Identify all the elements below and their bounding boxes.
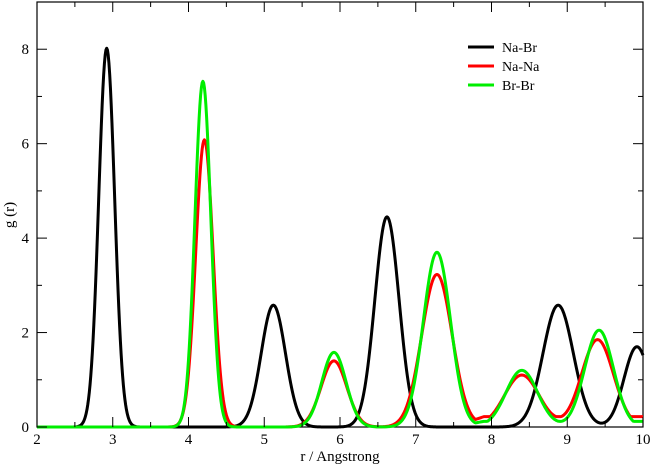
x-tick-label: 7: [412, 432, 420, 448]
y-tick-label: 4: [22, 231, 30, 247]
series-line-br-br: [36, 79, 644, 429]
x-tick-label: 6: [336, 432, 344, 448]
y-tick-label: 8: [22, 42, 30, 58]
legend-label: Na-Na: [502, 60, 540, 75]
series-line-na-na: [36, 138, 644, 429]
x-tick-label: 5: [261, 432, 269, 448]
x-axis-ticks: 2 3 4 5 6 7 8 9 10: [33, 2, 651, 448]
series-layer: [36, 46, 645, 429]
y-tick-label: 2: [22, 326, 30, 342]
x-tick-label: 10: [636, 432, 651, 448]
y-tick-label: 0: [22, 420, 30, 436]
x-tick-label: 2: [33, 432, 41, 448]
legend: Na-Br Na-Na Br-Br: [468, 41, 540, 94]
y-tick-label: 6: [22, 137, 30, 153]
legend-label: Na-Br: [502, 41, 537, 56]
x-tick-label: 3: [109, 432, 117, 448]
x-tick-label: 9: [564, 432, 572, 448]
y-axis-label: g (r): [2, 202, 18, 228]
x-tick-label: 4: [185, 432, 193, 448]
legend-label: Br-Br: [502, 79, 535, 94]
y-axis-ticks: 0 2 4 6 8: [22, 42, 643, 436]
x-tick-label: 8: [488, 432, 496, 448]
x-axis-label: r / Angstrong: [300, 449, 380, 465]
